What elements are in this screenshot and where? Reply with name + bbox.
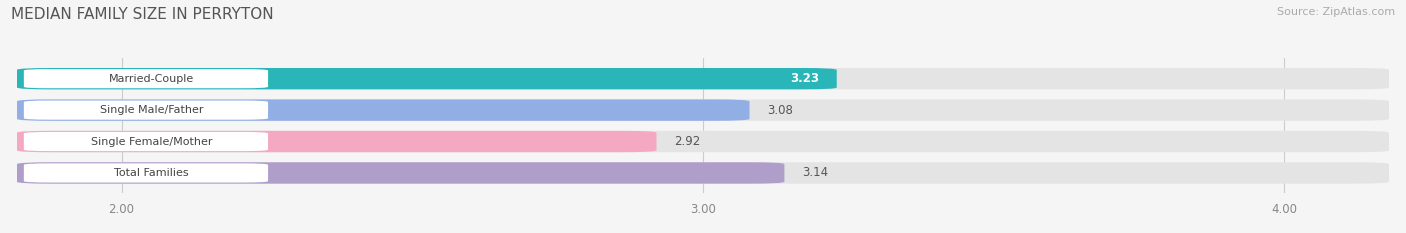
FancyBboxPatch shape: [24, 132, 269, 151]
FancyBboxPatch shape: [17, 68, 837, 89]
FancyBboxPatch shape: [17, 131, 1389, 152]
FancyBboxPatch shape: [24, 69, 269, 88]
Text: Single Male/Father: Single Male/Father: [100, 105, 204, 115]
FancyBboxPatch shape: [17, 99, 749, 121]
Text: 3.08: 3.08: [766, 104, 793, 116]
FancyBboxPatch shape: [17, 162, 1389, 184]
Text: 3.14: 3.14: [801, 166, 828, 179]
FancyBboxPatch shape: [17, 68, 1389, 89]
FancyBboxPatch shape: [24, 100, 269, 120]
Text: Single Female/Mother: Single Female/Mother: [91, 137, 212, 147]
Text: Married-Couple: Married-Couple: [110, 74, 194, 84]
FancyBboxPatch shape: [24, 163, 269, 182]
Text: MEDIAN FAMILY SIZE IN PERRYTON: MEDIAN FAMILY SIZE IN PERRYTON: [11, 7, 274, 22]
FancyBboxPatch shape: [17, 99, 1389, 121]
Text: 2.92: 2.92: [673, 135, 700, 148]
FancyBboxPatch shape: [17, 162, 785, 184]
Text: 3.23: 3.23: [790, 72, 820, 85]
Text: Total Families: Total Families: [114, 168, 188, 178]
FancyBboxPatch shape: [17, 131, 657, 152]
Text: Source: ZipAtlas.com: Source: ZipAtlas.com: [1277, 7, 1395, 17]
